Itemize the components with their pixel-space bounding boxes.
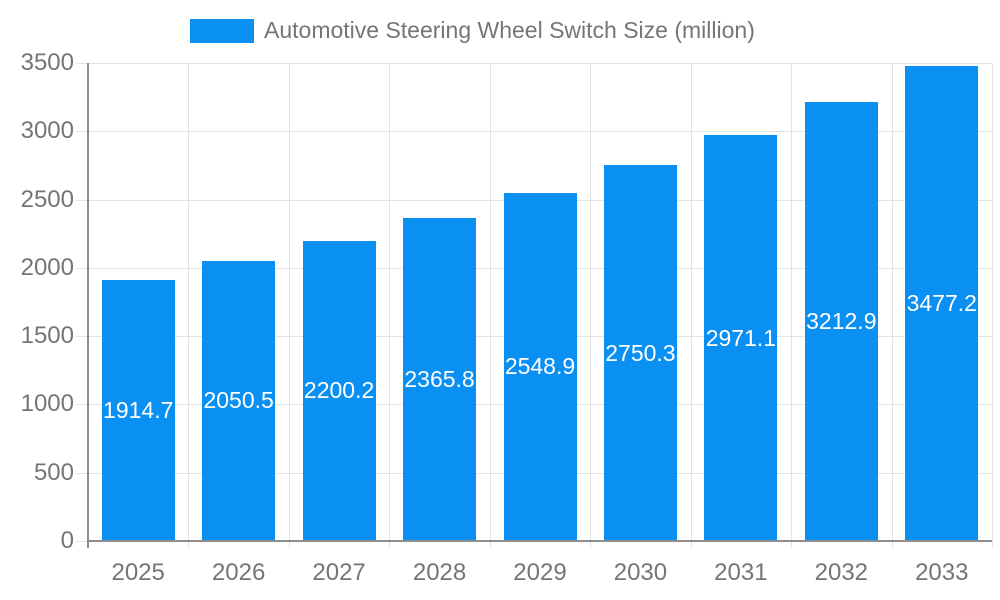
v-gridline — [590, 63, 592, 548]
y-tick-label: 1500 — [20, 322, 74, 350]
v-gridline — [992, 63, 993, 548]
y-tick-label: 2000 — [20, 253, 74, 281]
x-axis-line — [87, 540, 992, 542]
bar-2029: 2548.9 — [503, 192, 577, 541]
bar-value-label: 2200.2 — [303, 377, 375, 404]
v-gridline — [389, 63, 391, 548]
h-gridline — [76, 63, 992, 64]
bar-2026: 2050.5 — [202, 260, 276, 541]
v-gridline — [690, 63, 692, 548]
y-tick-label: 1000 — [20, 390, 74, 418]
x-tick-label: 2031 — [714, 559, 768, 586]
y-tick-label: 0 — [60, 527, 74, 554]
bar-value-label: 2365.8 — [404, 365, 475, 392]
legend-swatch — [190, 18, 254, 43]
bar-2033: 3477.2 — [905, 66, 979, 541]
x-tick-label: 2027 — [312, 559, 366, 586]
y-tick-label: 2500 — [20, 185, 74, 213]
bar-2032: 3212.9 — [804, 102, 878, 541]
bar-value-label: 2050.5 — [203, 387, 274, 414]
x-tick-label: 2028 — [412, 559, 467, 586]
v-gridline — [288, 63, 290, 548]
legend: Automotive Steering Wheel Switch Size (m… — [190, 17, 755, 44]
y-tick-label: 3000 — [20, 117, 74, 145]
v-gridline — [791, 63, 793, 548]
v-gridline — [489, 63, 491, 548]
bar-2028: 2365.8 — [403, 217, 477, 541]
x-tick-label: 2033 — [915, 559, 969, 586]
bar-value-label: 2750.3 — [605, 339, 676, 366]
x-tick-label: 2032 — [814, 559, 869, 586]
bar-value-label: 2548.9 — [504, 353, 576, 380]
bar-value-label: 1914.7 — [103, 396, 174, 423]
bar-2031: 2971.1 — [704, 135, 778, 541]
x-tick-label: 2030 — [613, 559, 668, 586]
h-gridline — [76, 131, 992, 133]
y-axis-line — [87, 63, 89, 548]
plot-area: 1914.7 2050.5 2200.2 2365.8 2548.9 2750.3 2971… — [76, 63, 993, 548]
bar-value-label: 2971.1 — [705, 324, 777, 351]
x-tick-label: 2029 — [513, 559, 567, 586]
bar-2030: 2750.3 — [603, 165, 677, 541]
bar-value-label: 3477.2 — [906, 290, 977, 317]
y-tick-label: 3500 — [20, 49, 74, 76]
y-tick-label: 500 — [33, 458, 74, 486]
bar-value-label: 3212.9 — [806, 308, 877, 335]
v-gridline — [188, 63, 190, 548]
legend-label: Automotive Steering Wheel Switch Size (m… — [264, 17, 755, 43]
v-gridline — [891, 63, 893, 548]
bar-2025: 1914.7 — [101, 279, 175, 541]
x-tick-label: 2025 — [111, 559, 165, 586]
bar-2027: 2200.2 — [302, 240, 376, 541]
x-tick-label: 2026 — [211, 559, 266, 586]
